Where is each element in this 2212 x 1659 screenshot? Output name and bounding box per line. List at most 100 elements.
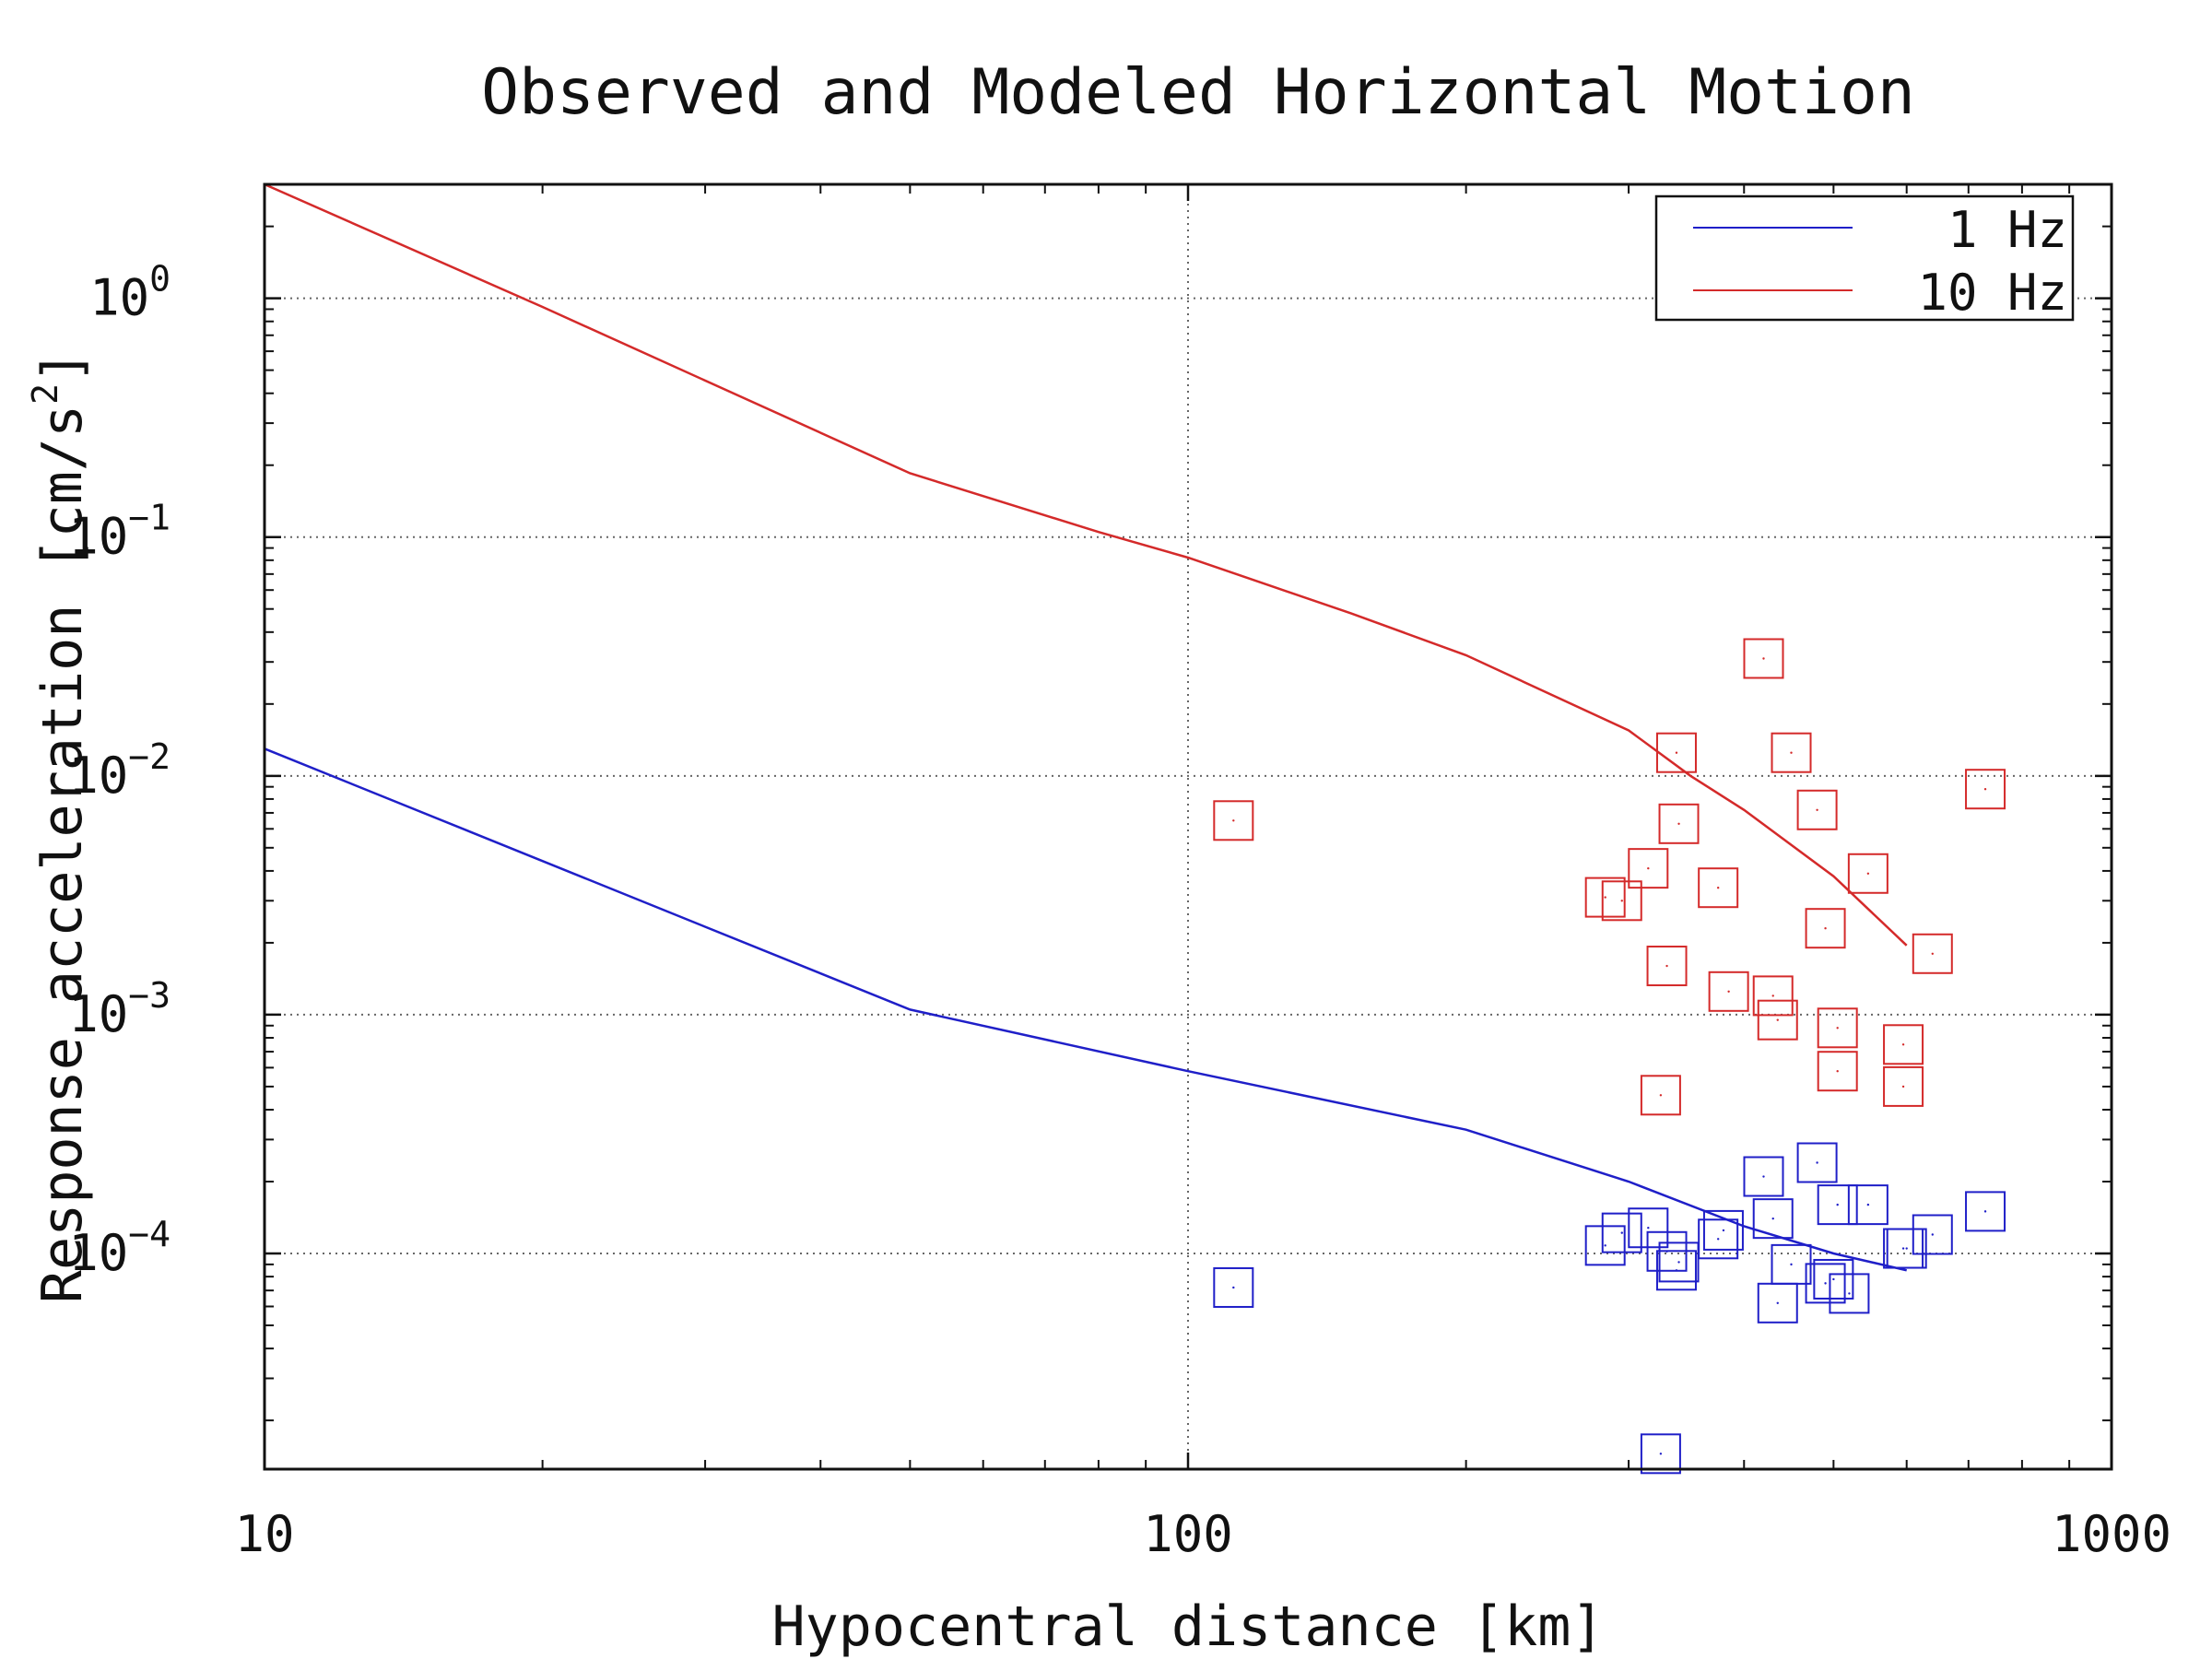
y-tick-base: 10: [68, 508, 128, 566]
point-1hz: [1912, 1214, 1953, 1255]
point-1hz: [1213, 1266, 1254, 1308]
point-10hz: [1601, 880, 1642, 922]
point-1hz: [1702, 1209, 1744, 1251]
y-tick-exponent: 0: [149, 259, 171, 300]
point-10hz-center: [1716, 887, 1720, 889]
x-tick-label: 1000: [2052, 1505, 2171, 1563]
point-1hz: [1813, 1258, 1854, 1300]
point-10hz-center: [1824, 926, 1827, 930]
point-10hz-center: [1727, 990, 1730, 994]
point-10hz-center: [1604, 896, 1606, 899]
point-1hz: [1584, 1225, 1626, 1266]
point-10hz: [1658, 803, 1700, 844]
x-tick-label: 100: [1143, 1505, 1233, 1563]
y-tick-label: 10−2: [68, 736, 171, 805]
point-1hz-center: [1647, 1227, 1650, 1230]
y-tick-label: 100: [89, 259, 171, 327]
point-10hz: [1912, 933, 1953, 974]
point-1hz-center: [1771, 1217, 1774, 1220]
point-10hz: [1883, 1024, 1924, 1065]
point-10hz-center: [1771, 994, 1774, 997]
point-10hz-center: [1677, 822, 1680, 826]
point-1hz-center: [1931, 1233, 1934, 1236]
point-1hz: [1658, 1241, 1700, 1283]
x-tick-labels: 10 100 1000: [234, 1505, 2171, 1563]
point-10hz-center: [1790, 751, 1793, 754]
point-10hz-center: [1816, 808, 1818, 811]
point-1hz: [1743, 1156, 1784, 1197]
point-1hz: [1655, 1250, 1697, 1291]
point-10hz-center: [1983, 788, 1987, 791]
point-1hz-center: [1716, 1238, 1720, 1241]
point-10hz: [1847, 853, 1888, 894]
point-10hz-center: [1901, 1085, 1905, 1088]
point-10hz-center: [1620, 900, 1623, 902]
y-axis-label-main: Response acceleration [cm/s: [30, 405, 95, 1303]
point-1hz-center: [1901, 1247, 1905, 1250]
legend-label-1hz: 1 Hz: [1947, 201, 2067, 259]
point-10hz: [1752, 975, 1794, 1017]
point-10hz: [1805, 908, 1846, 949]
point-10hz: [1640, 1075, 1681, 1116]
point-1hz: [1886, 1228, 1927, 1269]
observed-points: [1213, 638, 2006, 1475]
point-1hz: [1805, 1263, 1846, 1304]
y-tick-label: 10−3: [68, 975, 171, 1043]
point-1hz-center: [1232, 1286, 1235, 1289]
point-1hz: [1698, 1218, 1739, 1260]
point-1hz-center: [1677, 1261, 1680, 1264]
y-tick-label: 10−4: [68, 1214, 171, 1282]
legend: 1 Hz 10 Hz: [1654, 194, 2075, 322]
point-1hz: [1640, 1433, 1681, 1475]
point-10hz-center: [1866, 872, 1870, 875]
legend-label-10hz: 10 Hz: [1917, 264, 2067, 322]
y-tick-label: 10−1: [68, 498, 171, 566]
point-10hz-center: [1232, 819, 1235, 822]
point-1hz-center: [1832, 1277, 1835, 1281]
y-tick-base: 10: [68, 1224, 128, 1282]
point-1hz: [1796, 1142, 1838, 1183]
point-1hz-center: [1776, 1301, 1779, 1305]
point-1hz-center: [1866, 1203, 1870, 1206]
point-10hz: [1213, 800, 1254, 841]
model-lines: [264, 182, 1908, 1272]
point-10hz: [1708, 971, 1749, 1012]
point-10hz: [1584, 877, 1626, 918]
point-10hz-center: [1931, 952, 1934, 955]
point-10hz-center: [1659, 1094, 1663, 1097]
point-10hz: [1698, 867, 1739, 909]
point-10hz-center: [1836, 1027, 1839, 1030]
point-10hz: [1646, 946, 1688, 987]
point-10hz: [1771, 732, 1812, 773]
y-tick-base: 10: [89, 269, 149, 327]
x-tick-label: 10: [234, 1505, 294, 1563]
point-1hz: [1829, 1273, 1870, 1314]
point-1hz: [1847, 1184, 1888, 1226]
tick-marks: [265, 183, 2112, 1469]
point-1hz-center: [1824, 1282, 1827, 1285]
y-tick-exponent: −4: [128, 1214, 171, 1254]
point-1hz-center: [1836, 1203, 1839, 1206]
point-10hz: [1757, 999, 1798, 1041]
y-tick-exponent: −1: [128, 498, 171, 538]
point-1hz-center: [1722, 1229, 1725, 1232]
point-1hz: [1817, 1184, 1858, 1226]
point-10hz-center: [1776, 1018, 1779, 1021]
point-1hz-center: [1983, 1210, 1987, 1213]
y-tick-base: 10: [68, 747, 128, 805]
point-10hz: [1817, 1051, 1858, 1092]
point-1hz-center: [1762, 1175, 1765, 1178]
chart-title: Observed and Modeled Horizontal Motion: [481, 56, 1915, 129]
point-10hz: [1796, 789, 1838, 830]
point-1hz-center: [1620, 1231, 1623, 1234]
line-10hz: [264, 182, 1908, 947]
point-10hz-center: [1647, 866, 1650, 870]
point-10hz: [1655, 732, 1697, 773]
point-1hz: [1601, 1212, 1642, 1253]
legend-box: [1654, 194, 2075, 322]
y-axis-label: Response acceleration [cm/s2]: [25, 350, 95, 1303]
point-10hz-center: [1762, 657, 1765, 660]
point-10hz: [1965, 769, 2006, 810]
